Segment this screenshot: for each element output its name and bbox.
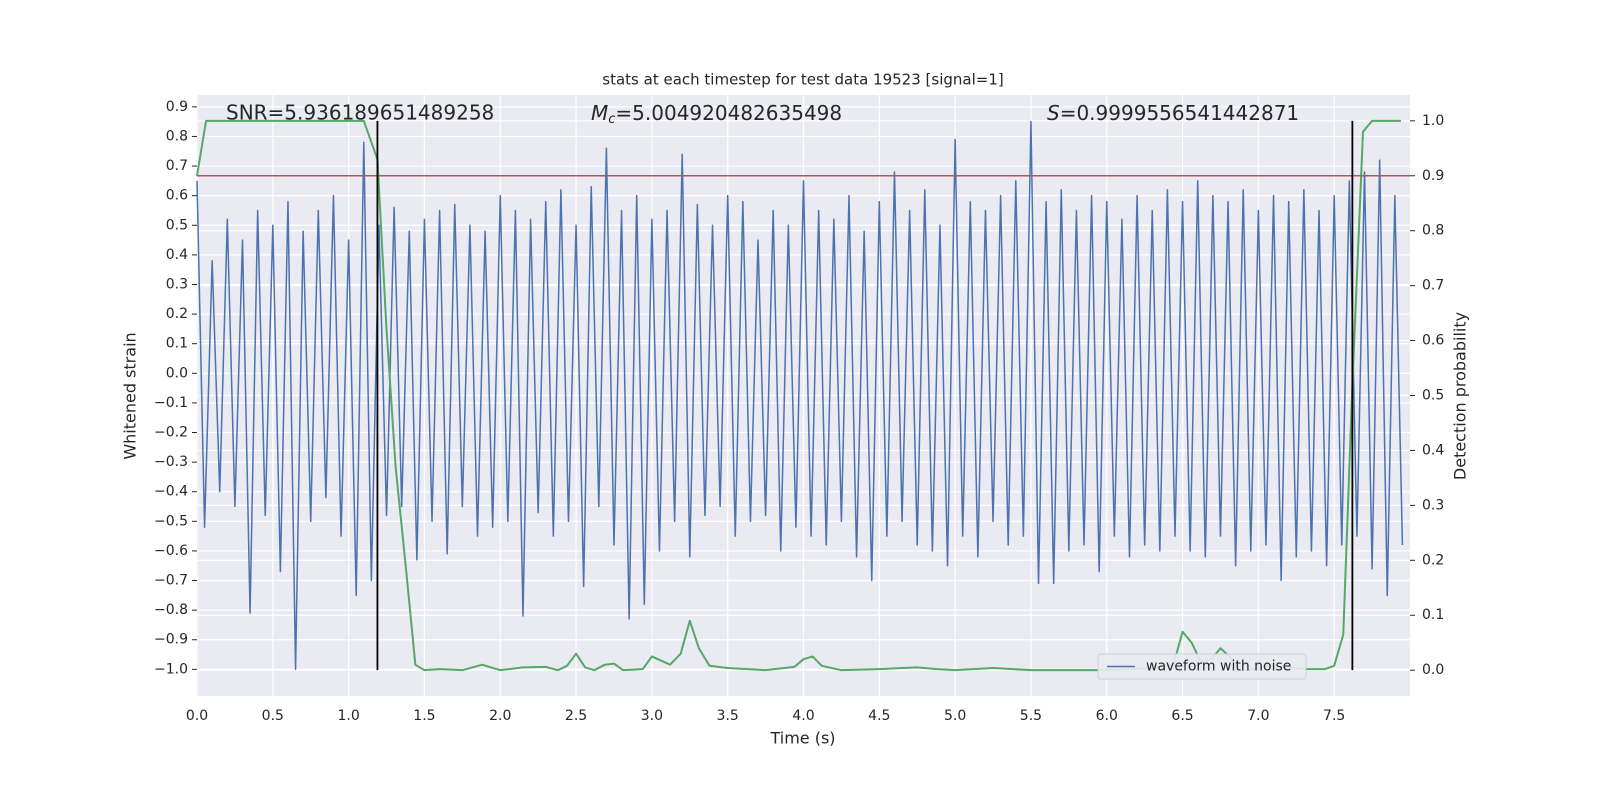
y2-tick-label: 0.8 xyxy=(1422,223,1444,239)
y-tick-label: 0.1 xyxy=(166,336,188,352)
y-tick-label: 0.7 xyxy=(166,158,188,174)
y-tick-label: 0.9 xyxy=(166,99,188,115)
y-tick-label: −0.5 xyxy=(154,513,188,529)
y-tick-label: −0.2 xyxy=(154,425,188,441)
legend-box xyxy=(1097,653,1307,680)
y-tick-label: −0.9 xyxy=(154,632,188,648)
waveform-line xyxy=(196,120,1404,671)
y2-tick-label: 0.0 xyxy=(1422,662,1444,678)
y-tick-label: 0.5 xyxy=(166,217,188,233)
y2-tick-label: 0.3 xyxy=(1422,497,1444,513)
y-tick-label: −0.6 xyxy=(154,543,188,559)
y-tick-label: −0.4 xyxy=(154,484,188,500)
y2-tick-label: 0.1 xyxy=(1422,607,1444,623)
annotation-text: =0.9999556541442871 xyxy=(1060,101,1299,125)
x-tick-label: 1.0 xyxy=(337,708,359,724)
y-tick-label: −0.8 xyxy=(154,602,188,618)
annotation: SNR=5.936189651489258 xyxy=(226,101,494,125)
x-tick-label: 7.0 xyxy=(1247,708,1269,724)
x-tick-label: 3.0 xyxy=(641,708,663,724)
x-tick-label: 4.5 xyxy=(868,708,890,724)
y-axis-label: Whitened strain xyxy=(121,332,140,459)
y2-tick-label: 0.9 xyxy=(1422,168,1444,184)
y-tick-label: 0.6 xyxy=(166,188,188,204)
x-tick-label: 2.0 xyxy=(489,708,511,724)
y-tick-label: −1.0 xyxy=(154,661,188,677)
annotation-subscript: c xyxy=(608,112,615,127)
y2-tick-label: 0.4 xyxy=(1422,442,1444,458)
x-tick-label: 6.0 xyxy=(1096,708,1118,724)
chart-title: stats at each timestep for test data 195… xyxy=(602,71,1003,89)
annotation: Mc=5.004920482635498 xyxy=(591,101,842,127)
x-tick-label: 5.0 xyxy=(944,708,966,724)
annotation-text: =5.004920482635498 xyxy=(615,101,842,125)
legend-label: waveform with noise xyxy=(1146,659,1291,675)
x-tick-label: 0.5 xyxy=(262,708,284,724)
x-tick-label: 2.5 xyxy=(565,708,587,724)
y2-tick-label: 1.0 xyxy=(1422,113,1444,129)
y2-tick-label: 0.2 xyxy=(1422,552,1444,568)
y2-tick-label: 0.5 xyxy=(1422,388,1444,404)
y-tick-label: 0.3 xyxy=(166,276,188,292)
y-tick-label: 0.8 xyxy=(166,128,188,144)
x-tick-label: 0.0 xyxy=(186,708,208,724)
annotation-symbol: S xyxy=(1047,101,1060,125)
x-tick-label: 5.5 xyxy=(1020,708,1042,724)
y-tick-label: −0.3 xyxy=(154,454,188,470)
y2-tick-label: 0.6 xyxy=(1422,333,1444,349)
y-tick-label: −0.1 xyxy=(154,395,188,411)
x-tick-label: 1.5 xyxy=(413,708,435,724)
x-tick-label: 7.5 xyxy=(1323,708,1345,724)
y-tick-label: 0.4 xyxy=(166,247,188,263)
x-tick-label: 4.0 xyxy=(792,708,814,724)
y2-axis-label: Detection probability xyxy=(1451,312,1470,480)
y2-tick-label: 0.7 xyxy=(1422,278,1444,294)
y-tick-label: 0.0 xyxy=(166,365,188,381)
x-tick-label: 6.5 xyxy=(1171,708,1193,724)
y-tick-label: −0.7 xyxy=(154,573,188,589)
annotation: S=0.9999556541442871 xyxy=(1047,101,1299,125)
x-axis-label: Time (s) xyxy=(769,729,835,748)
x-tick-label: 3.5 xyxy=(717,708,739,724)
y-tick-label: 0.2 xyxy=(166,306,188,322)
annotation-symbol: M xyxy=(591,101,608,125)
